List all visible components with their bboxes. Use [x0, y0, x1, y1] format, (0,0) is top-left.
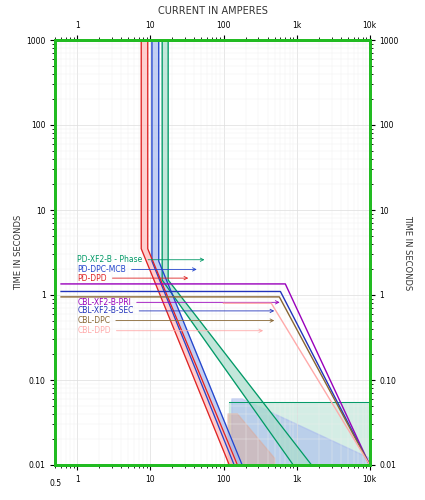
Title: CURRENT IN AMPERES: CURRENT IN AMPERES — [158, 6, 267, 16]
Text: PD-XF2-B - Phase: PD-XF2-B - Phase — [77, 255, 204, 264]
Text: PD-DPD: PD-DPD — [77, 274, 187, 282]
Polygon shape — [230, 402, 370, 465]
Text: CBL-XF2-B-SEC: CBL-XF2-B-SEC — [77, 306, 273, 316]
Polygon shape — [141, 40, 238, 465]
Polygon shape — [152, 40, 242, 465]
Y-axis label: TIME IN SECONDS: TIME IN SECONDS — [403, 215, 412, 290]
Polygon shape — [228, 414, 275, 465]
Y-axis label: TIME IN SECONDS: TIME IN SECONDS — [14, 215, 23, 290]
Polygon shape — [162, 40, 312, 465]
Text: CBL-XF2-B-PRI: CBL-XF2-B-PRI — [77, 298, 279, 307]
Text: CBL-DPD: CBL-DPD — [77, 326, 262, 335]
Polygon shape — [232, 399, 370, 465]
Text: 0.5: 0.5 — [49, 479, 61, 488]
Text: CBL-DPC: CBL-DPC — [77, 316, 273, 325]
Text: PD-DPC-MCB: PD-DPC-MCB — [77, 265, 196, 274]
